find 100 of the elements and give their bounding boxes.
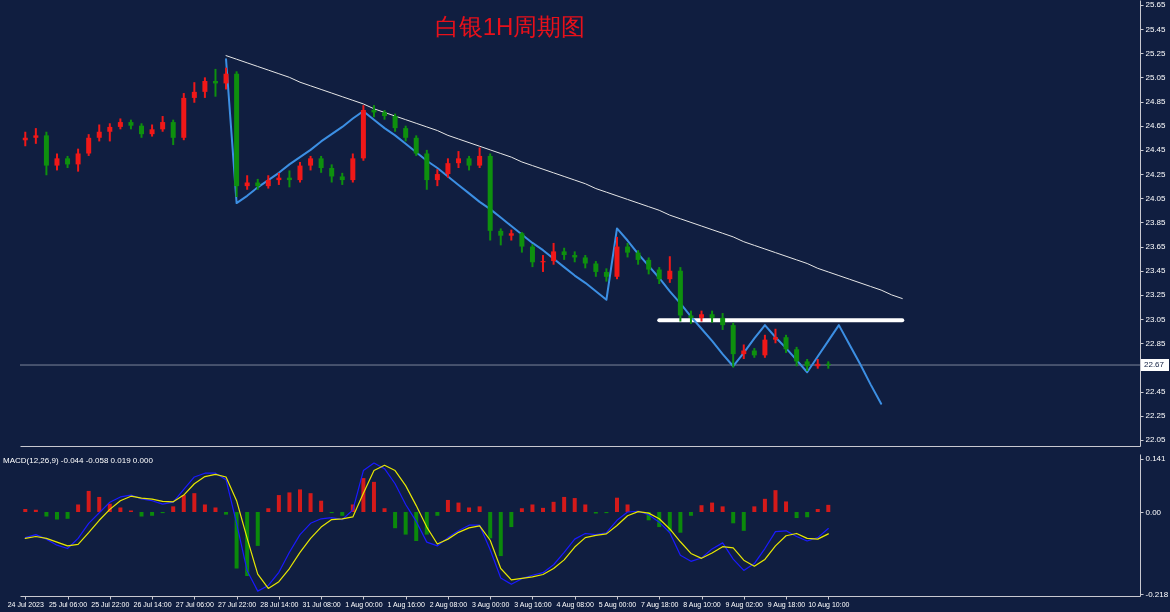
bar [541, 507, 546, 513]
candlestick [329, 163, 335, 184]
candlestick [529, 243, 535, 269]
chart-title: MACD(12,26,9) -0.044 -0.058 0.019 0.000 [3, 456, 154, 465]
bar [97, 496, 102, 513]
bar [308, 493, 313, 513]
candlestick [75, 147, 81, 173]
text: 白银1H周期图 [434, 13, 586, 40]
candlestick [86, 133, 92, 157]
candlestick [202, 76, 208, 99]
bar [815, 508, 820, 513]
bar [467, 507, 472, 513]
bar [720, 506, 725, 513]
y-tick-label: 24.85 [1145, 97, 1167, 107]
bar [255, 512, 260, 546]
bar [435, 512, 440, 516]
bar [710, 502, 715, 513]
bar [192, 493, 197, 513]
bar [826, 504, 831, 513]
candlestick [191, 81, 197, 104]
bar [498, 512, 503, 557]
y-tick-label: 24.25 [1145, 169, 1167, 179]
y-tick-label: 22.25 [1145, 411, 1167, 421]
bar [551, 501, 556, 513]
y-tick-label: 0.00 [1145, 507, 1162, 517]
bar [150, 512, 155, 516]
candlestick [477, 146, 483, 170]
y-tick-label: 22.05 [1145, 435, 1167, 445]
bar [181, 495, 186, 513]
bar [688, 512, 693, 516]
y-tick-label: 25.65 [1145, 0, 1167, 10]
candlestick [170, 118, 176, 147]
candlestick [445, 157, 451, 179]
bar [530, 504, 535, 513]
y-tick-label: 23.25 [1145, 290, 1167, 300]
candlestick [667, 255, 673, 284]
bar [805, 512, 810, 518]
bar [224, 512, 229, 515]
bar [266, 508, 271, 513]
bar [414, 512, 419, 542]
y-tick-label: 23.05 [1145, 314, 1167, 324]
bar [519, 508, 524, 513]
bar [477, 506, 482, 513]
y-tick-label: 22.85 [1145, 338, 1167, 348]
candlestick [392, 112, 398, 133]
line-series [225, 58, 883, 405]
y-tick-label: 23.65 [1145, 242, 1167, 252]
bar [731, 512, 736, 524]
candlestick [297, 160, 303, 184]
bar [625, 504, 630, 513]
y-tick-label: 23.45 [1145, 266, 1167, 276]
bar [614, 497, 619, 513]
y-tick-label: 23.85 [1145, 217, 1167, 227]
bar [509, 512, 514, 528]
bar [583, 504, 588, 513]
bar [23, 508, 28, 513]
y-tick-label: 24.05 [1145, 193, 1167, 203]
bar [572, 498, 577, 513]
bar [562, 496, 567, 513]
candlestick [107, 122, 113, 143]
bar [76, 504, 81, 513]
bar [276, 495, 281, 513]
bar [65, 512, 70, 519]
bar [319, 500, 324, 513]
bar [488, 512, 493, 539]
y-tick-label: 22.45 [1145, 387, 1167, 397]
bar [382, 508, 387, 513]
bar [393, 512, 398, 529]
candlestick [783, 333, 789, 354]
bar [403, 512, 408, 535]
bar [752, 506, 757, 513]
bar [86, 490, 91, 513]
candlestick [762, 333, 768, 359]
bar [678, 512, 683, 533]
ref-line-label: 22.67 [1144, 360, 1165, 370]
y-tick-label: 25.45 [1145, 24, 1167, 34]
candlestick [350, 152, 356, 184]
candlestick [519, 231, 525, 254]
y-tick-label: 25.25 [1145, 48, 1167, 58]
candlestick [794, 345, 800, 368]
bar [741, 512, 746, 531]
bar [784, 501, 789, 513]
bar [340, 512, 345, 516]
y-tick-label: 24.45 [1145, 145, 1167, 155]
candlestick [223, 66, 229, 91]
y-tick-label: 0.141 [1145, 454, 1167, 464]
bar [371, 481, 376, 513]
bar [54, 512, 59, 520]
bar [773, 490, 778, 513]
bar [171, 506, 176, 513]
bar [445, 499, 450, 513]
bar [202, 504, 207, 513]
bar [287, 492, 292, 513]
candlestick [551, 241, 557, 266]
bar [118, 507, 123, 513]
line-series [225, 55, 903, 300]
bar [298, 489, 302, 513]
bar [794, 512, 799, 519]
y-tick-label: 24.65 [1145, 121, 1167, 131]
bar [456, 502, 461, 513]
